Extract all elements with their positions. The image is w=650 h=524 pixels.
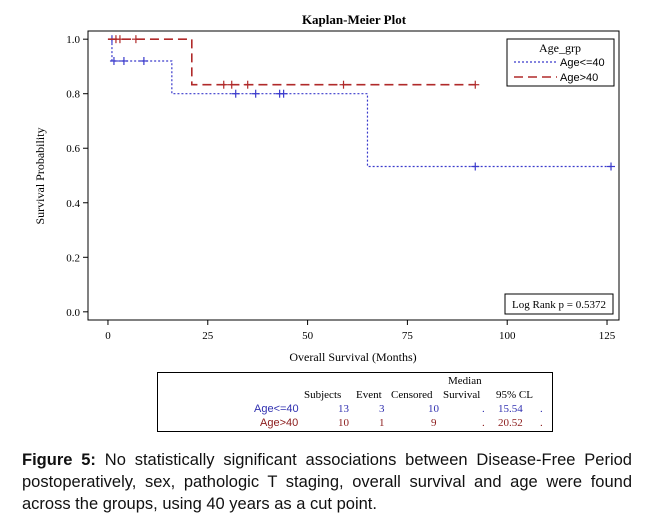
row-cl-high: . (540, 417, 543, 429)
row-group-age-le-40: Age<=40 (254, 403, 299, 415)
legend: Age_grp Age<=40 Age>40 (506, 38, 615, 87)
logrank-text: Log Rank p = 0.5372 (512, 299, 606, 311)
y-tick-label: 0.2 (66, 252, 80, 264)
censor-mark-age-gt-40 (115, 35, 124, 44)
figure-caption: Figure 5: No statistically significant a… (22, 449, 632, 515)
row-event: 1 (379, 417, 385, 429)
censor-mark-age-le-40 (109, 56, 118, 65)
row-subjects: 10 (338, 417, 349, 429)
censor-mark-age-le-40 (139, 56, 148, 65)
x-axis: 0 25 50 75 100 125 (105, 320, 616, 342)
row-group-age-gt-40: Age>40 (260, 417, 299, 429)
legend-label-age-gt-40: Age>40 (560, 72, 598, 84)
censor-mark-age-gt-40 (471, 80, 480, 89)
x-tick-label: 50 (302, 330, 314, 342)
censor-mark-age-gt-40 (131, 35, 140, 44)
logrank-annotation: Log Rank p = 0.5372 (504, 293, 614, 315)
logrank-box (504, 293, 614, 315)
y-axis: 0.0 0.2 0.4 0.6 0.8 1.0 (66, 34, 88, 319)
censor-mark-age-le-40 (607, 162, 616, 171)
header-subjects: Subjects (304, 389, 342, 401)
censor-mark-age-le-40 (251, 89, 260, 98)
x-axis-label: Overall Survival (Months) (289, 350, 416, 364)
row-censored: 10 (428, 403, 439, 415)
censor-mark-age-gt-40 (219, 80, 228, 89)
km-curve-age-gt-40 (107, 38, 476, 86)
header-event: Event (356, 389, 382, 401)
y-axis-label: Survival Probability (33, 128, 47, 225)
censor-mark-age-le-40 (471, 162, 480, 171)
caption-label: Figure 5: (22, 451, 96, 469)
x-tick-label: 125 (599, 330, 616, 342)
x-tick-label: 25 (202, 330, 214, 342)
censor-mark-age-gt-40 (339, 80, 348, 89)
y-tick-label: 1.0 (66, 34, 80, 46)
plot-frame (87, 30, 620, 321)
censor-mark-age-gt-40 (243, 80, 252, 89)
y-tick-label: 0.8 (66, 89, 80, 101)
x-tick-label: 75 (402, 330, 414, 342)
censor-mark-age-le-40 (119, 56, 128, 65)
series-layer (107, 35, 616, 171)
header-survival: Survival (443, 389, 481, 401)
row-cl-high: . (540, 403, 543, 415)
x-tick-label: 0 (105, 330, 111, 342)
legend-label-age-le-40: Age<=40 (560, 57, 605, 69)
caption-text: No statistically significant association… (22, 451, 632, 513)
censor-mark-age-le-40 (279, 89, 288, 98)
chart-title: Kaplan-Meier Plot (302, 12, 407, 27)
row-cl-low: 20.52 (498, 417, 523, 429)
row-event: 3 (379, 403, 385, 415)
x-tick-label: 100 (499, 330, 516, 342)
header-median: Median (448, 375, 482, 387)
y-tick-label: 0.6 (66, 143, 80, 155)
row-subjects: 13 (338, 403, 349, 415)
row-cl-low: 15.54 (498, 403, 523, 415)
header-censored: Censored (391, 389, 433, 401)
km-chart: Kaplan-Meier Plot 0.0 0.2 0.4 0.6 0.8 1.0 0 25… (33, 12, 620, 364)
y-tick-label: 0.0 (66, 307, 80, 319)
header-cl: 95% CL (496, 389, 533, 401)
legend-title: Age_grp (539, 41, 581, 55)
row-median: . (482, 417, 485, 429)
row-censored: 9 (431, 417, 437, 429)
censor-mark-age-le-40 (231, 89, 240, 98)
row-median: . (482, 403, 485, 415)
summary-table: Median Subjects Event Censored Survival … (157, 372, 553, 432)
y-tick-label: 0.4 (66, 198, 80, 210)
censor-mark-age-gt-40 (227, 80, 236, 89)
legend-box (506, 38, 615, 87)
